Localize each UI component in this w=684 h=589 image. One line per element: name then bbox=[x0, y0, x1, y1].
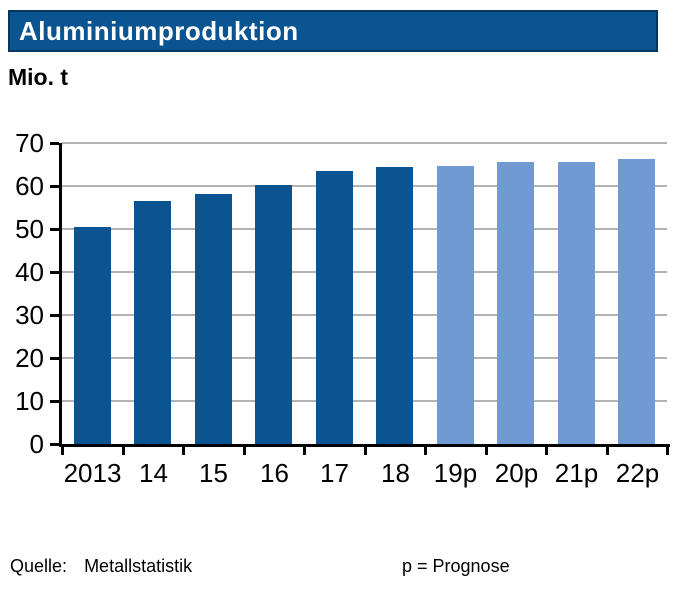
y-tick-label-50: 50 bbox=[15, 214, 44, 244]
y-tick-40 bbox=[50, 271, 59, 274]
y-tick-label-20: 20 bbox=[15, 343, 44, 373]
x-tick-label-22p: 22p bbox=[615, 458, 660, 488]
y-tick-label-40: 40 bbox=[15, 257, 44, 287]
gridline-30 bbox=[62, 314, 667, 316]
source-note: Quelle: Metallstatistik bbox=[10, 556, 192, 577]
chart-title-bar: Aluminiumproduktion bbox=[8, 10, 658, 52]
x-tick-6 bbox=[424, 447, 427, 455]
bar-21p bbox=[558, 162, 595, 444]
x-axis-labels: 2013 14 15 16 17 18 19p 20p 21p 22p bbox=[62, 458, 667, 490]
x-tick-8 bbox=[545, 447, 548, 455]
y-tick-label-30: 30 bbox=[15, 300, 44, 330]
x-tick-9 bbox=[606, 447, 609, 455]
y-tick-30 bbox=[50, 314, 59, 317]
forecast-note: p = Prognose bbox=[402, 556, 510, 576]
x-axis-line bbox=[59, 444, 670, 447]
y-axis-labels: 0 10 20 30 40 50 60 70 bbox=[0, 129, 50, 458]
x-tick-label-19p: 19p bbox=[433, 458, 478, 488]
gridline-10 bbox=[62, 400, 667, 402]
bar-19p bbox=[437, 166, 474, 444]
y-tick-20 bbox=[50, 357, 59, 360]
source-label: Quelle: bbox=[10, 556, 68, 576]
bar-18 bbox=[376, 167, 413, 444]
gridline-50 bbox=[62, 228, 667, 230]
x-tick-label-21p: 21p bbox=[554, 458, 599, 488]
y-tick-10 bbox=[50, 400, 59, 403]
y-tick-70 bbox=[50, 142, 59, 145]
y-tick-label-0: 0 bbox=[29, 429, 44, 459]
bar-chart-plot bbox=[62, 142, 667, 444]
source-value: Metallstatistik bbox=[84, 556, 193, 576]
x-tick-0 bbox=[61, 447, 64, 455]
bar-17 bbox=[316, 171, 353, 444]
y-tick-label-10: 10 bbox=[15, 386, 44, 416]
x-tick-label-18: 18 bbox=[381, 458, 410, 488]
x-tick-5 bbox=[364, 447, 367, 455]
bar-15 bbox=[195, 194, 232, 444]
x-tick-10 bbox=[666, 447, 669, 455]
chart-title: Aluminiumproduktion bbox=[19, 15, 299, 46]
bar-16 bbox=[255, 185, 292, 444]
gridline-60 bbox=[62, 185, 667, 187]
y-tick-0 bbox=[50, 443, 59, 446]
x-tick-4 bbox=[303, 447, 306, 455]
gridline-20 bbox=[62, 357, 667, 359]
x-tick-1 bbox=[122, 447, 125, 455]
x-tick-label-15: 15 bbox=[199, 458, 228, 488]
bar-20p bbox=[497, 162, 534, 444]
x-tick-7 bbox=[485, 447, 488, 455]
bar-14 bbox=[134, 201, 171, 444]
bar-22p bbox=[618, 159, 655, 444]
x-tick-3 bbox=[243, 447, 246, 455]
x-tick-label-2013: 2013 bbox=[63, 458, 122, 488]
x-tick-2 bbox=[182, 447, 185, 455]
y-tick-label-60: 60 bbox=[15, 171, 44, 201]
bar-2013 bbox=[74, 227, 111, 444]
y-axis-line bbox=[59, 143, 62, 447]
x-tick-label-14: 14 bbox=[139, 458, 168, 488]
gridline-40 bbox=[62, 271, 667, 273]
y-tick-50 bbox=[50, 228, 59, 231]
gridline-70 bbox=[62, 142, 667, 144]
y-tick-label-70: 70 bbox=[15, 128, 44, 158]
x-tick-label-16: 16 bbox=[260, 458, 289, 488]
x-tick-label-20p: 20p bbox=[494, 458, 539, 488]
x-tick-label-17: 17 bbox=[320, 458, 349, 488]
unit-label: Mio. t bbox=[8, 64, 69, 90]
y-tick-60 bbox=[50, 185, 59, 188]
